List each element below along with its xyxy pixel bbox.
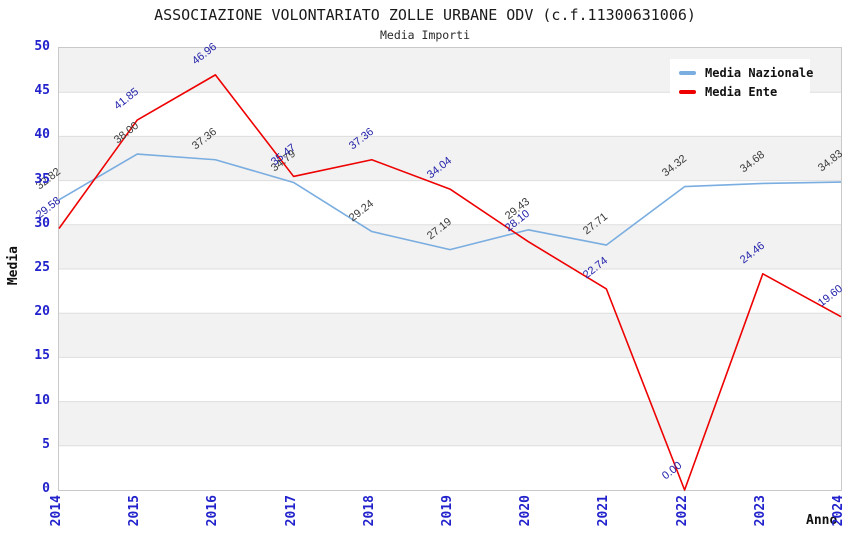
media-nazionale-line-swatch [679, 70, 696, 75]
x-tick-label: 2018 [361, 495, 377, 527]
x-tick-label: 2017 [283, 495, 299, 527]
x-tick-label: 2020 [518, 495, 534, 527]
y-tick-label: 0 [42, 481, 50, 496]
y-tick-label: 5 [42, 436, 50, 452]
y-tick-label: 15 [34, 348, 50, 364]
y-tick-label: 30 [34, 215, 50, 231]
y-tick-label: 20 [34, 304, 50, 320]
legend: Media Nazionale Media Ente [670, 59, 814, 106]
x-tick-label: 2016 [205, 495, 221, 527]
x-tick-label: 2021 [596, 495, 612, 527]
legend-label: Media Ente [705, 84, 778, 99]
y-tick-label: 35 [34, 171, 50, 187]
x-tick-label: 2022 [674, 495, 690, 527]
y-tick-label: 10 [34, 392, 50, 408]
y-tick-label: 45 [34, 83, 50, 99]
x-tick-label: 2023 [752, 495, 768, 527]
x-tick-label: 2019 [440, 495, 455, 527]
series-line-media-ente [58, 74, 842, 491]
series-line-media-nazionale [58, 153, 842, 251]
x-tick-label: 2014 [49, 495, 64, 527]
legend-label: Media Nazionale [705, 65, 814, 80]
y-tick-label: 25 [34, 260, 50, 275]
x-tick-label: 2015 [127, 495, 143, 527]
y-tick-label: 50 [34, 39, 50, 54]
y-tick-label: 40 [34, 127, 50, 143]
media-ente-line-swatch [679, 89, 696, 94]
x-axis-title: Anno [806, 513, 838, 528]
chart-subtitle: Media Importi [379, 28, 470, 42]
plot-area: 32.82 38.00 37.36 34.79 29.24 27.19 29.43 27.71… [34, 41, 845, 491]
plot-canvas [58, 74, 842, 491]
legend-item-media-ente: Media Ente [670, 82, 810, 101]
x-tick-label: 2024 [831, 495, 846, 527]
legend-item-media-nazionale: Media Nazionale [670, 63, 814, 82]
chart-title: ASSOCIAZIONE VOLONTARIATO ZOLLE URBANE O… [154, 6, 696, 24]
